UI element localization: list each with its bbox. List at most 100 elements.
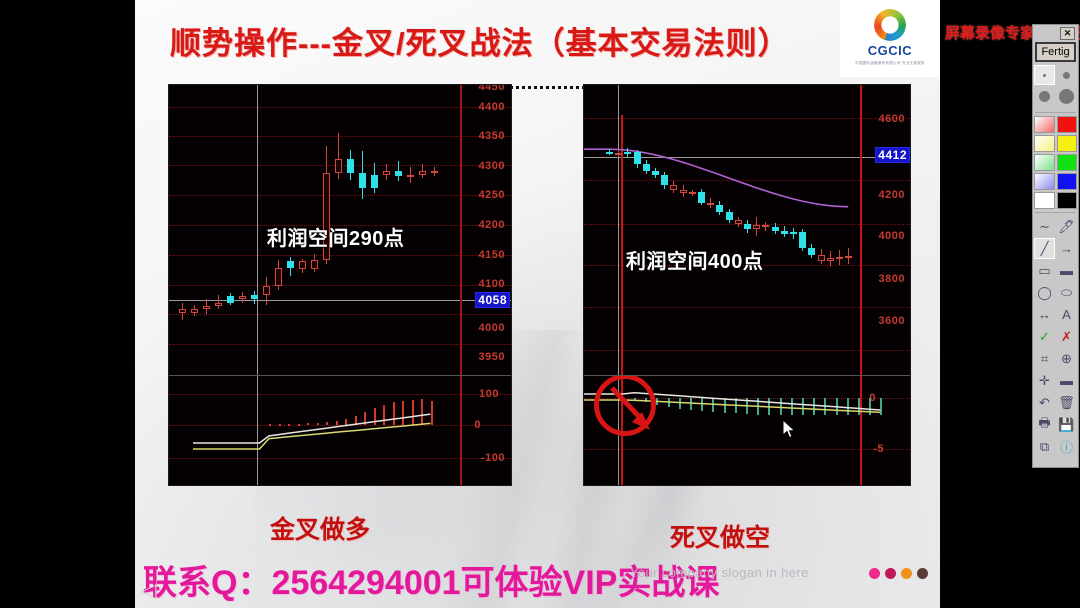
page-title: 顺势操作---金叉/死叉战法（基本交易法则）: [170, 26, 790, 61]
print-button[interactable]: 🖶: [1038, 414, 1051, 430]
macd-histogram-bar: [430, 401, 433, 425]
right-macd-tick: -5: [873, 443, 884, 455]
freehand-tool[interactable]: ∼: [1039, 218, 1050, 234]
left-price-pane: 4450 4400 4350 4300 4250 4200 4150 4100 …: [169, 85, 511, 375]
delete-button[interactable]: 🗑: [1058, 394, 1075, 410]
candlestick: [661, 85, 669, 375]
left-chart-annotation: 利润空间290点: [267, 228, 405, 250]
left-price-tick: 4100: [478, 278, 505, 290]
arrow-tool[interactable]: →: [1060, 241, 1073, 256]
filled-rectangle-tool[interactable]: ▬: [1060, 263, 1073, 278]
eraser-tool[interactable]: 🖊: [1058, 218, 1075, 234]
line-tool[interactable]: ╱: [1034, 238, 1055, 259]
toolbar-divider: [1035, 212, 1076, 213]
contact-number: 2564294001: [271, 564, 461, 602]
candlestick: [707, 85, 715, 375]
ellipse-tool[interactable]: ◯: [1037, 284, 1052, 300]
left-chart-caption: 金叉做多: [270, 516, 371, 544]
save-button[interactable]: 💾: [1058, 416, 1075, 432]
candlestick: [734, 85, 742, 375]
done-button[interactable]: Fertig: [1035, 42, 1076, 62]
right-ma-line: [584, 148, 849, 208]
cgcic-logo: CGCIC 中国国际金融股份有限公司 专业交易服务: [840, 0, 940, 77]
color-swatch[interactable]: [1034, 116, 1055, 133]
color-palette[interactable]: [1034, 116, 1077, 209]
zoom-tool[interactable]: ⊕: [1061, 350, 1072, 366]
close-icon[interactable]: ✕: [1060, 27, 1075, 40]
info-button[interactable]: ⓘ: [1059, 440, 1073, 455]
undo-button[interactable]: ↶: [1039, 394, 1050, 410]
macd-histogram-bar: [345, 419, 347, 425]
left-price-tick: 4200: [478, 219, 505, 231]
macd-histogram-bar: [678, 398, 681, 409]
candlestick: [606, 85, 613, 375]
filled-ellipse-tool[interactable]: ⬭: [1060, 284, 1073, 300]
candlestick: [790, 85, 797, 375]
toolbar-divider: [1035, 112, 1076, 113]
macd-histogram-bar: [880, 398, 883, 415]
macd-histogram-bar: [383, 404, 385, 425]
candlestick: [407, 85, 414, 375]
resize-tool[interactable]: ↔: [1038, 307, 1051, 322]
screen-recorder-toolbar[interactable]: ✕ Fertig ∼ 🖊 ╱ → ▭ ▬ ◯ ⬭ ↔ A ✓ ✗ ⌗ ⊕ ✛ ▬ ↶ 🗑 🖶 💾 ⧉ ⓘ: [1032, 24, 1079, 468]
text-tool[interactable]: A: [1062, 307, 1071, 322]
candlestick: [323, 85, 330, 375]
candlestick: [642, 85, 650, 375]
previous-slide-arrow-icon[interactable]: ◁: [141, 580, 157, 602]
right-macd-tick: 0: [869, 392, 876, 404]
macd-histogram-bar: [813, 398, 816, 415]
drawing-tools-grid[interactable]: ∼ 🖊 ╱ → ▭ ▬ ◯ ⬭ ↔ A ✓ ✗ ⌗ ⊕ ✛ ▬ ↶ 🗑 🖶 💾 ⧉ ⓘ: [1034, 216, 1077, 457]
macd-histogram-bar: [269, 424, 271, 427]
left-price-tick: 4350: [478, 130, 505, 142]
color-swatch[interactable]: [1034, 154, 1055, 171]
color-swatch[interactable]: [1034, 135, 1055, 152]
right-candlestick-chart[interactable]: 4600 4412 4200 4000 3800 3600 利润空间400点 日: [583, 84, 911, 486]
color-swatch[interactable]: [1056, 135, 1077, 152]
left-macd-lines: [193, 413, 431, 450]
color-swatch[interactable]: [1034, 192, 1055, 209]
macd-histogram-bar: [316, 423, 319, 426]
brush-size-small[interactable]: [1056, 65, 1077, 85]
right-chart-annotation: 利润空间400点: [626, 251, 764, 273]
right-price-tick: 4000: [878, 230, 905, 242]
candlestick: [395, 85, 402, 375]
macd-histogram-bar: [802, 398, 804, 415]
zoom-out-button[interactable]: ▬: [1060, 373, 1073, 388]
candlestick: [359, 85, 366, 375]
rectangle-tool[interactable]: ▭: [1038, 262, 1051, 278]
macd-histogram-bar: [869, 398, 872, 415]
macd-histogram-bar: [701, 398, 704, 412]
color-swatch[interactable]: [1056, 154, 1077, 171]
macd-histogram-bar: [411, 399, 414, 425]
copy-button[interactable]: ⧉: [1039, 438, 1050, 454]
zoom-in-button[interactable]: ✛: [1039, 372, 1050, 388]
macd-histogram-bar: [326, 422, 328, 425]
color-swatch[interactable]: [1056, 192, 1077, 209]
color-swatch[interactable]: [1056, 116, 1077, 133]
left-candlestick-chart[interactable]: 4450 4400 4350 4300 4250 4200 4150 4100 …: [168, 84, 512, 486]
right-price-tick: 3600: [878, 315, 905, 327]
candlestick: [203, 85, 210, 375]
left-macd-tick: 0: [474, 419, 481, 431]
crop-tool[interactable]: ⌗: [1040, 350, 1049, 366]
cross-tool[interactable]: ✗: [1061, 328, 1072, 344]
brush-size-medium[interactable]: [1034, 86, 1055, 106]
macd-histogram-bar: [278, 424, 281, 426]
color-swatch[interactable]: [1034, 173, 1055, 190]
macd-histogram-bar: [364, 411, 366, 425]
color-swatch[interactable]: [1056, 173, 1077, 190]
right-price-tick: 4600: [878, 113, 905, 125]
brush-size-large[interactable]: [1056, 86, 1077, 106]
macd-histogram-bar: [402, 400, 404, 425]
left-price-tick: 4000: [478, 322, 505, 334]
footer-dot: [901, 568, 912, 579]
candlestick: [263, 85, 270, 375]
candlestick: [335, 85, 342, 375]
left-price-tick: 4250: [478, 189, 505, 201]
left-price-tick: 3950: [478, 351, 505, 363]
brush-size-picker[interactable]: [1034, 65, 1077, 106]
brush-size-tiny[interactable]: [1034, 65, 1055, 85]
check-tool[interactable]: ✓: [1039, 328, 1050, 344]
candlestick: [215, 85, 222, 375]
